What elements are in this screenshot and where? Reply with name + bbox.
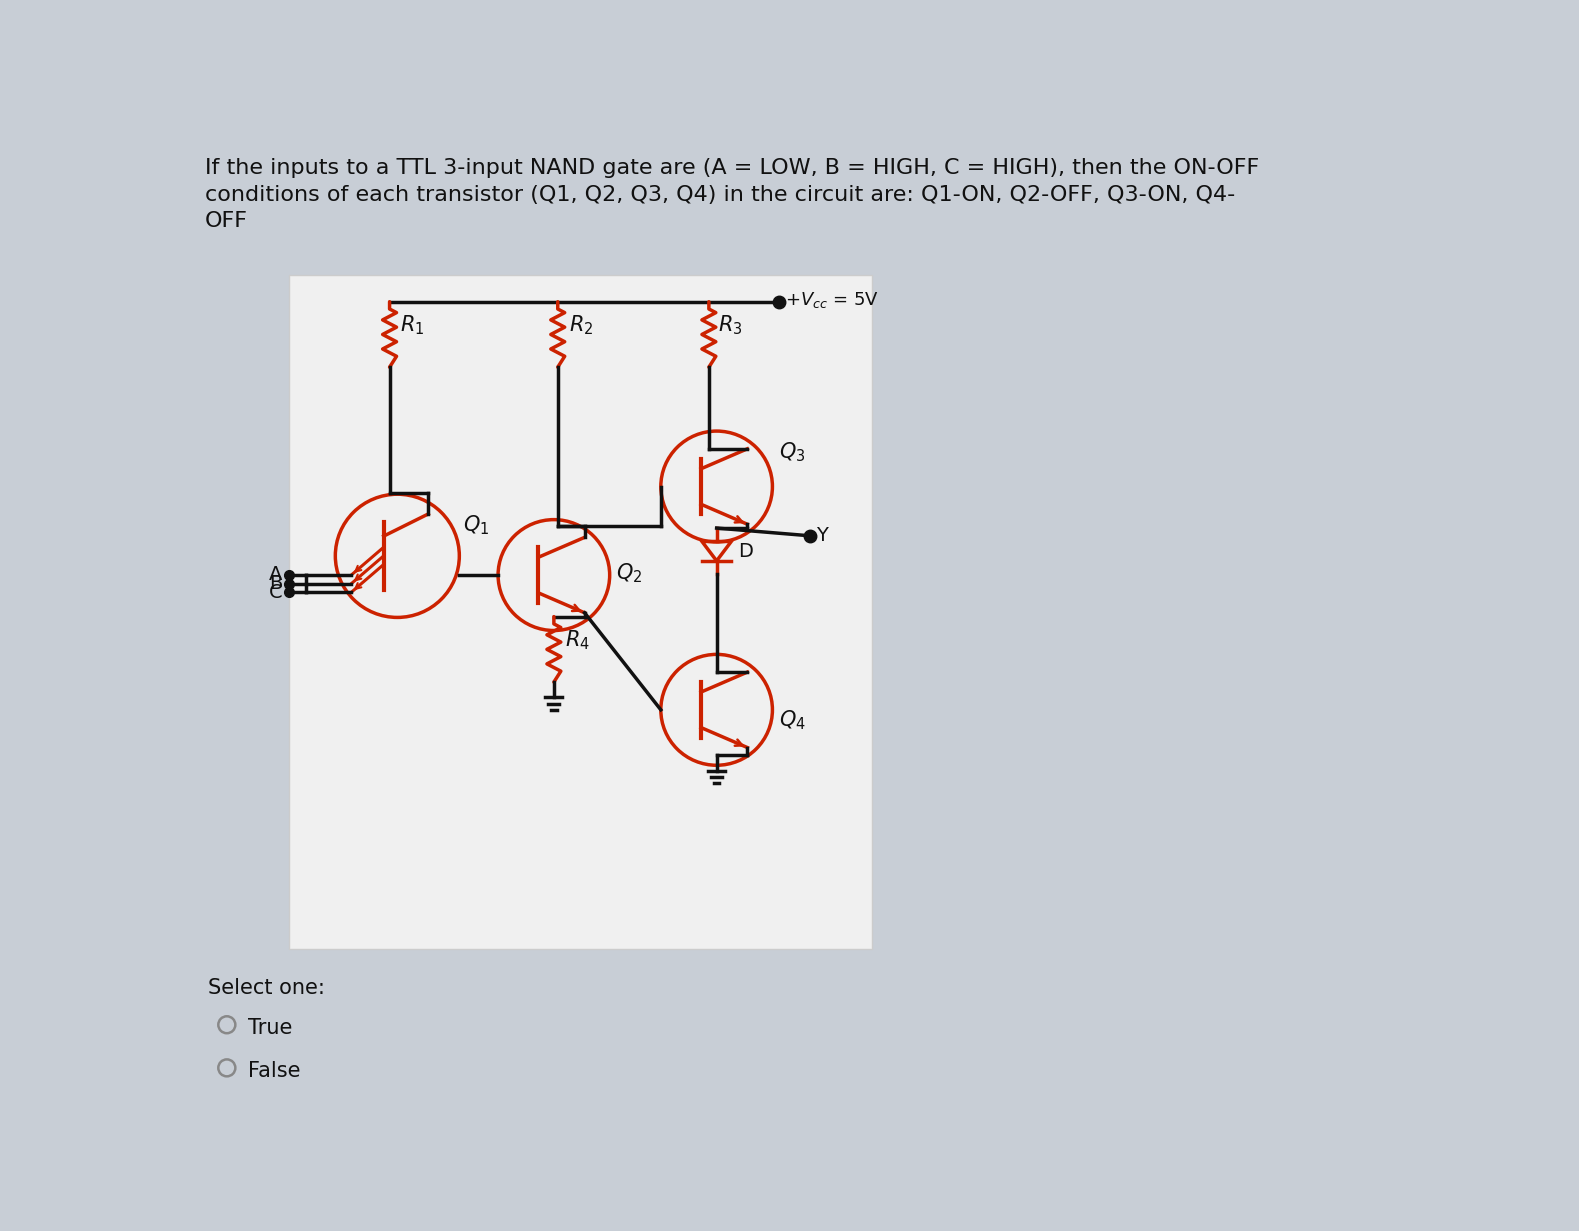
Text: $R_3$: $R_3$: [718, 313, 742, 336]
Text: $Q_4$: $Q_4$: [778, 709, 805, 732]
Text: $Q_3$: $Q_3$: [778, 441, 805, 464]
Text: $Q_2$: $Q_2$: [616, 561, 643, 585]
Text: OFF: OFF: [205, 211, 248, 231]
Text: $+V_{cc}$ = 5V: $+V_{cc}$ = 5V: [785, 291, 880, 310]
FancyBboxPatch shape: [289, 275, 872, 949]
Text: Select one:: Select one:: [208, 977, 325, 998]
Text: C: C: [268, 582, 283, 602]
Text: $R_4$: $R_4$: [565, 628, 589, 651]
Text: True: True: [248, 1018, 292, 1038]
Text: $Q_1$: $Q_1$: [463, 513, 489, 537]
Text: False: False: [248, 1061, 300, 1081]
Text: conditions of each transistor (Q1, Q2, Q3, Q4) in the circuit are: Q1-ON, Q2-OFF: conditions of each transistor (Q1, Q2, Q…: [205, 185, 1235, 204]
Text: D: D: [739, 542, 753, 560]
Text: B: B: [270, 574, 283, 593]
Text: Y: Y: [816, 527, 827, 545]
Text: If the inputs to a TTL 3-input NAND gate are (A = LOW, B = HIGH, C = HIGH), then: If the inputs to a TTL 3-input NAND gate…: [205, 159, 1260, 178]
Text: $R_1$: $R_1$: [401, 313, 425, 336]
Text: $R_2$: $R_2$: [568, 313, 594, 336]
Text: A: A: [270, 565, 283, 585]
